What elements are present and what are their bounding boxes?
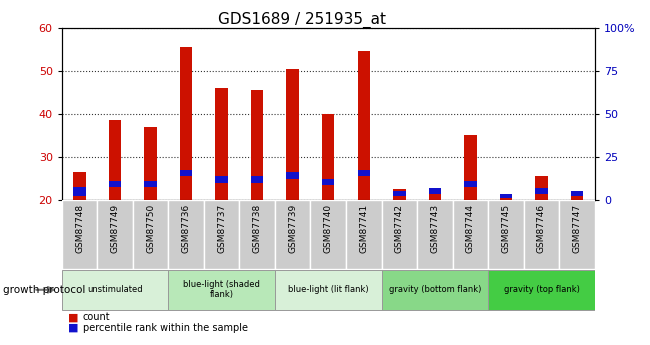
Bar bbox=[322, 179, 335, 185]
Text: GSM87747: GSM87747 bbox=[573, 204, 582, 253]
Text: GSM87740: GSM87740 bbox=[324, 204, 333, 253]
Bar bbox=[215, 88, 228, 200]
Bar bbox=[382, 200, 417, 269]
Text: GSM87737: GSM87737 bbox=[217, 204, 226, 253]
Bar bbox=[73, 187, 86, 196]
Text: ■: ■ bbox=[68, 313, 79, 322]
Bar bbox=[62, 200, 98, 269]
Text: blue-light (lit flank): blue-light (lit flank) bbox=[288, 285, 369, 294]
Bar bbox=[500, 196, 512, 200]
Bar bbox=[559, 200, 595, 269]
Bar bbox=[322, 114, 335, 200]
Bar bbox=[488, 200, 524, 269]
Bar bbox=[346, 200, 382, 269]
Bar bbox=[464, 136, 476, 200]
Bar bbox=[428, 189, 441, 200]
Bar bbox=[62, 270, 168, 310]
Bar bbox=[275, 200, 311, 269]
Bar bbox=[275, 270, 382, 310]
Text: GSM87738: GSM87738 bbox=[253, 204, 262, 253]
Bar bbox=[393, 191, 406, 196]
Text: GSM87750: GSM87750 bbox=[146, 204, 155, 253]
Text: percentile rank within the sample: percentile rank within the sample bbox=[83, 323, 248, 333]
Text: GSM87748: GSM87748 bbox=[75, 204, 84, 253]
Text: GSM87739: GSM87739 bbox=[288, 204, 297, 253]
Bar bbox=[133, 200, 168, 269]
Text: growth protocol: growth protocol bbox=[3, 285, 86, 295]
Bar bbox=[168, 270, 275, 310]
Bar bbox=[535, 188, 548, 194]
Bar bbox=[311, 200, 346, 269]
Text: blue-light (shaded
flank): blue-light (shaded flank) bbox=[183, 280, 260, 299]
Text: gravity (bottom flank): gravity (bottom flank) bbox=[389, 285, 481, 294]
Text: gravity (top flank): gravity (top flank) bbox=[504, 285, 579, 294]
Text: GDS1689 / 251935_at: GDS1689 / 251935_at bbox=[218, 12, 385, 28]
Bar bbox=[382, 270, 488, 310]
Bar bbox=[144, 181, 157, 187]
Bar bbox=[215, 176, 228, 183]
Bar bbox=[524, 200, 559, 269]
Bar bbox=[452, 200, 488, 269]
Text: GSM87736: GSM87736 bbox=[181, 204, 190, 253]
Bar bbox=[73, 172, 86, 200]
Bar bbox=[180, 47, 192, 200]
Bar bbox=[464, 181, 476, 187]
Bar bbox=[287, 69, 299, 200]
Bar bbox=[168, 200, 204, 269]
Bar bbox=[109, 181, 122, 187]
Bar bbox=[417, 200, 452, 269]
Bar bbox=[98, 200, 133, 269]
Bar bbox=[571, 196, 583, 200]
Bar bbox=[180, 170, 192, 176]
Bar bbox=[251, 176, 263, 183]
Text: GSM87744: GSM87744 bbox=[466, 204, 475, 253]
Text: GSM87746: GSM87746 bbox=[537, 204, 546, 253]
Bar bbox=[109, 120, 122, 200]
Text: GSM87742: GSM87742 bbox=[395, 204, 404, 253]
Bar bbox=[358, 51, 370, 200]
Text: unstimulated: unstimulated bbox=[87, 285, 143, 294]
Text: count: count bbox=[83, 313, 110, 322]
Bar bbox=[428, 188, 441, 194]
Bar bbox=[488, 270, 595, 310]
Text: ■: ■ bbox=[68, 323, 79, 333]
Text: GSM87743: GSM87743 bbox=[430, 204, 439, 253]
Bar bbox=[358, 170, 370, 176]
Bar bbox=[239, 200, 275, 269]
Text: GSM87749: GSM87749 bbox=[111, 204, 120, 253]
Bar bbox=[144, 127, 157, 200]
Bar bbox=[535, 176, 548, 200]
Bar bbox=[287, 172, 299, 179]
Text: GSM87741: GSM87741 bbox=[359, 204, 369, 253]
Bar bbox=[393, 189, 406, 200]
Bar bbox=[204, 200, 239, 269]
Bar bbox=[571, 191, 583, 196]
Text: GSM87745: GSM87745 bbox=[501, 204, 510, 253]
Bar bbox=[251, 90, 263, 200]
Bar bbox=[500, 194, 512, 198]
